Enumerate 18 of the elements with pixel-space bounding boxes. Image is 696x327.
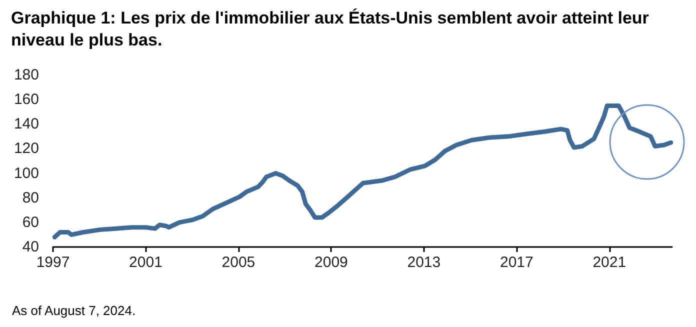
x-tick-label: 2017	[500, 254, 534, 271]
x-tick-label: 2001	[129, 254, 162, 271]
text: As of August 7, 2024.	[12, 303, 136, 318]
x-tick-label: 2013	[407, 254, 441, 271]
chart-title: Graphique 1: Les prix de l'immobilier aux États-Unis semblent avoir atteint leur niveau le plus bas.	[11, 8, 654, 50]
y-tick-label: 80	[22, 189, 39, 206]
x-tick-label: 2021	[592, 254, 626, 271]
y-tick-label: 120	[14, 140, 39, 158]
x-tick-label: 2009	[314, 254, 348, 271]
line-series	[52, 103, 674, 240]
x-tick-label: 1997	[36, 254, 70, 271]
y-tick-label: 140	[14, 116, 39, 133]
y-tick-label: 40	[22, 238, 39, 256]
y-tick-label: 160	[14, 91, 39, 108]
y-tick-label: 100	[14, 164, 39, 182]
y-tick-label: 180	[14, 66, 39, 84]
x-tick-label: 2005	[222, 254, 256, 271]
y-tick-label: 60	[22, 214, 39, 231]
